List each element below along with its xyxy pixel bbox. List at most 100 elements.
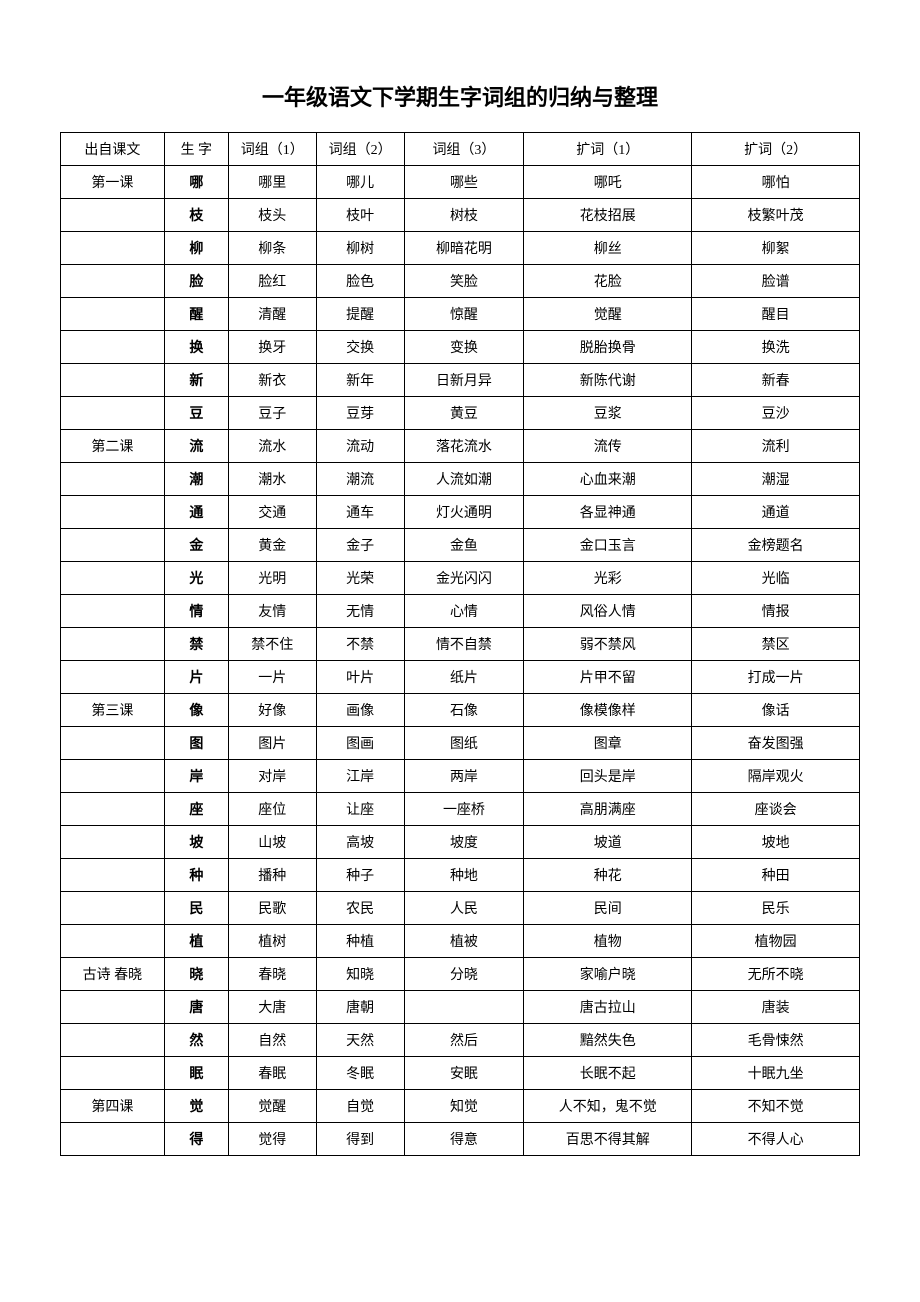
table-cell	[61, 793, 165, 826]
table-cell: 新陈代谢	[524, 364, 692, 397]
table-cell: 醒目	[692, 298, 860, 331]
table-row: 然自然天然然后黯然失色毛骨悚然	[61, 1024, 860, 1057]
vocabulary-table: 出自课文 生 字 词组（1） 词组（2） 词组（3） 扩词（1） 扩词（2） 第…	[60, 132, 860, 1156]
table-cell: 情	[164, 595, 228, 628]
table-cell: 柳条	[228, 232, 316, 265]
table-row: 座座位让座一座桥高朋满座座谈会	[61, 793, 860, 826]
table-cell: 脸色	[316, 265, 404, 298]
table-cell: 流传	[524, 430, 692, 463]
header-ext1: 扩词（1）	[524, 133, 692, 166]
table-cell: 像模像样	[524, 694, 692, 727]
table-cell: 好像	[228, 694, 316, 727]
table-cell: 山坡	[228, 826, 316, 859]
table-cell: 百思不得其解	[524, 1123, 692, 1156]
table-cell: 柳丝	[524, 232, 692, 265]
table-cell: 安眠	[404, 1057, 524, 1090]
table-cell	[61, 562, 165, 595]
table-cell: 知晓	[316, 958, 404, 991]
table-cell: 片	[164, 661, 228, 694]
table-cell: 农民	[316, 892, 404, 925]
table-cell	[404, 991, 524, 1024]
table-cell: 十眠九坐	[692, 1057, 860, 1090]
table-cell: 清醒	[228, 298, 316, 331]
table-row: 第二课流流水流动落花流水流传流利	[61, 430, 860, 463]
table-cell: 像	[164, 694, 228, 727]
table-cell: 光	[164, 562, 228, 595]
table-cell: 图画	[316, 727, 404, 760]
table-cell	[61, 1123, 165, 1156]
table-cell: 天然	[316, 1024, 404, 1057]
table-cell: 豆	[164, 397, 228, 430]
table-cell: 唐装	[692, 991, 860, 1024]
table-cell: 光临	[692, 562, 860, 595]
table-cell: 提醒	[316, 298, 404, 331]
table-row: 柳柳条柳树柳暗花明柳丝柳絮	[61, 232, 860, 265]
table-row: 民民歌农民人民民间民乐	[61, 892, 860, 925]
table-cell: 新衣	[228, 364, 316, 397]
table-cell: 笑脸	[404, 265, 524, 298]
table-row: 潮潮水潮流人流如潮心血来潮潮湿	[61, 463, 860, 496]
table-cell: 脸谱	[692, 265, 860, 298]
table-cell: 不得人心	[692, 1123, 860, 1156]
table-cell	[61, 1057, 165, 1090]
table-cell: 植物	[524, 925, 692, 958]
table-cell: 岸	[164, 760, 228, 793]
table-cell: 枝繁叶茂	[692, 199, 860, 232]
table-cell: 图片	[228, 727, 316, 760]
table-cell: 豆浆	[524, 397, 692, 430]
table-cell: 种地	[404, 859, 524, 892]
table-cell	[61, 826, 165, 859]
table-row: 金黄金金子金鱼金口玉言金榜题名	[61, 529, 860, 562]
table-cell: 春眠	[228, 1057, 316, 1090]
table-cell: 友情	[228, 595, 316, 628]
table-cell: 民间	[524, 892, 692, 925]
table-cell: 唐朝	[316, 991, 404, 1024]
table-cell: 知觉	[404, 1090, 524, 1123]
table-cell: 座	[164, 793, 228, 826]
table-cell: 潮	[164, 463, 228, 496]
table-cell: 纸片	[404, 661, 524, 694]
table-cell: 得到	[316, 1123, 404, 1156]
table-cell: 觉醒	[524, 298, 692, 331]
table-cell	[61, 265, 165, 298]
table-cell: 坡地	[692, 826, 860, 859]
table-row: 光光明光荣金光闪闪光彩光临	[61, 562, 860, 595]
table-cell: 日新月异	[404, 364, 524, 397]
header-word3: 词组（3）	[404, 133, 524, 166]
table-row: 古诗 春晓晓春晓知晓分晓家喻户晓无所不晓	[61, 958, 860, 991]
table-cell: 金鱼	[404, 529, 524, 562]
table-cell: 哪	[164, 166, 228, 199]
table-cell: 对岸	[228, 760, 316, 793]
table-cell: 播种	[228, 859, 316, 892]
table-cell	[61, 859, 165, 892]
table-cell: 长眠不起	[524, 1057, 692, 1090]
table-cell: 新春	[692, 364, 860, 397]
table-cell: 哪怕	[692, 166, 860, 199]
table-cell	[61, 463, 165, 496]
table-cell: 金光闪闪	[404, 562, 524, 595]
table-cell	[61, 628, 165, 661]
table-cell: 灯火通明	[404, 496, 524, 529]
table-cell: 晓	[164, 958, 228, 991]
table-cell: 一座桥	[404, 793, 524, 826]
table-cell: 潮湿	[692, 463, 860, 496]
table-cell: 各显神通	[524, 496, 692, 529]
table-cell: 花脸	[524, 265, 692, 298]
table-cell: 哪吒	[524, 166, 692, 199]
table-cell: 然后	[404, 1024, 524, 1057]
table-cell: 得	[164, 1123, 228, 1156]
table-cell: 一片	[228, 661, 316, 694]
table-cell: 心血来潮	[524, 463, 692, 496]
table-cell: 自然	[228, 1024, 316, 1057]
table-cell: 光荣	[316, 562, 404, 595]
table-row: 唐大唐唐朝唐古拉山唐装	[61, 991, 860, 1024]
table-cell	[61, 496, 165, 529]
table-cell: 植	[164, 925, 228, 958]
table-cell: 种田	[692, 859, 860, 892]
table-cell: 换洗	[692, 331, 860, 364]
table-row: 第一课哪哪里哪儿哪些哪吒哪怕	[61, 166, 860, 199]
table-cell: 唐	[164, 991, 228, 1024]
table-cell: 禁	[164, 628, 228, 661]
table-cell: 图	[164, 727, 228, 760]
table-cell	[61, 232, 165, 265]
